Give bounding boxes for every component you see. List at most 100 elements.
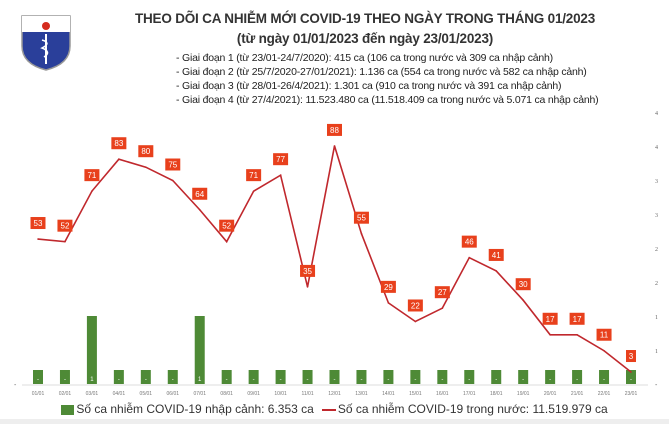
import-bar-label: -: [334, 377, 336, 383]
import-bar: [491, 370, 502, 384]
import-bar: [383, 370, 394, 384]
x-tick-label: 14/01: [382, 391, 395, 397]
domestic-cases-data-label: 41: [492, 251, 501, 260]
domestic-cases-data-label: 52: [222, 222, 231, 231]
import-bar-label: -: [549, 377, 551, 383]
legend-line-swatch: [321, 408, 336, 411]
import-bar-label: -: [280, 377, 282, 383]
domestic-cases-label-box: [434, 286, 450, 299]
domestic-cases-label-box: [488, 248, 504, 261]
import-bar-label: 1: [198, 377, 202, 383]
domestic-cases-label-box: [300, 264, 316, 277]
import-bar-label: -: [387, 377, 389, 383]
x-tick-label: 04/01: [113, 391, 126, 397]
right-axis-tick-label: 4: [655, 111, 658, 117]
import-bar: [140, 370, 151, 384]
x-tick-label: 19/01: [517, 391, 530, 397]
x-tick-label: 08/01: [220, 391, 233, 397]
right-axis-tick-label: 3: [655, 179, 658, 185]
domestic-cases-data-label: 27: [438, 288, 447, 297]
phase-4-text: - Giai đoạn 4 (từ 27/4/2021): 11.523.480…: [176, 94, 599, 106]
x-tick-label: 15/01: [409, 391, 422, 397]
phase-3-text: - Giai đoạn 3 (từ 28/01-26/4/2021): 1.30…: [176, 80, 562, 92]
domestic-cases-data-label: 83: [114, 139, 123, 148]
right-axis-tick-label: 4: [655, 145, 658, 151]
domestic-cases-point: [171, 179, 174, 182]
domestic-cases-point: [198, 208, 201, 211]
x-tick-label: 06/01: [167, 391, 180, 397]
domestic-cases-point: [414, 320, 417, 323]
x-tick-label: 07/01: [193, 391, 206, 397]
right-axis-tick-label: 2: [655, 247, 658, 253]
domestic-cases-point: [468, 256, 471, 259]
x-tick-label: 09/01: [247, 391, 260, 397]
domestic-cases-label-box: [246, 169, 262, 182]
import-bar: [410, 370, 421, 384]
import-bar-label: -: [145, 377, 147, 383]
domestic-cases-point: [441, 307, 444, 309]
import-bar-label: -: [118, 377, 120, 383]
x-tick-label: 17/01: [463, 391, 476, 397]
phase-1-text: - Giai đoạn 1 (từ 23/01-24/7/2020): 415 …: [176, 52, 553, 64]
import-bar-label: -: [603, 377, 605, 383]
import-bar: [167, 370, 178, 384]
import-bar: [113, 370, 124, 384]
domestic-cases-label-box: [626, 350, 636, 363]
domestic-cases-label-box: [138, 145, 154, 158]
domestic-cases-label-box: [219, 219, 235, 232]
right-axis-tick-label: 1: [655, 349, 658, 355]
domestic-cases-label-box: [192, 187, 208, 200]
import-bar-label: -: [253, 377, 255, 383]
domestic-cases-point: [37, 238, 39, 240]
domestic-cases-label-box: [461, 235, 477, 248]
import-bar: [86, 316, 97, 384]
domestic-cases-point: [118, 158, 120, 161]
domestic-cases-data-label: 71: [87, 171, 96, 180]
domestic-cases-point: [145, 166, 147, 168]
import-bar: [248, 370, 259, 384]
x-tick-label: 11/01: [301, 391, 313, 397]
domestic-cases-data-label: 35: [303, 267, 312, 276]
domestic-cases-data-label: 17: [546, 315, 555, 324]
domestic-cases-point: [333, 145, 336, 147]
right-axis-tick-label: 1: [655, 315, 658, 321]
domestic-cases-point: [64, 240, 66, 243]
x-tick-label: 02/01: [59, 391, 72, 397]
right-axis-tick-label: 3: [655, 213, 658, 219]
import-bar-label: -: [441, 377, 443, 383]
x-tick-label: 21/01: [571, 391, 584, 397]
domestic-cases-data-label: 3: [629, 352, 634, 361]
legend: Số ca nhiễm COVID-19 nhập cảnh: 6.353 ca…: [0, 402, 669, 416]
domestic-cases-point: [279, 174, 282, 176]
x-tick-label: 03/01: [86, 391, 99, 397]
import-bar: [599, 370, 610, 384]
domestic-cases-label-box: [327, 123, 342, 136]
import-bar-label: -: [172, 377, 174, 383]
phase-2-text: - Giai đoạn 2 (từ 25/7/2020-27/01/2021):…: [176, 66, 587, 78]
domestic-cases-label-box: [84, 169, 100, 182]
domestic-cases-label-box: [30, 217, 46, 230]
domestic-cases-data-label: 11: [600, 331, 609, 340]
domestic-cases-data-label: 53: [34, 219, 43, 228]
domestic-cases-line: [37, 145, 632, 373]
import-bar-label: -: [37, 377, 39, 383]
domestic-cases-data-label: 17: [573, 315, 582, 324]
import-bar: [194, 316, 205, 384]
x-tick-label: 13/01: [355, 391, 368, 397]
domestic-cases-data-label: 55: [357, 214, 366, 223]
domestic-cases-data-label: 88: [330, 126, 339, 135]
x-tick-label: 05/01: [140, 391, 153, 397]
domestic-cases-data-label: 64: [195, 190, 204, 199]
domestic-cases-data-label: 75: [168, 161, 177, 170]
right-axis-tick-label: 2: [655, 281, 658, 287]
legend-line-label: Số ca nhiễm COVID-19 trong nước: 11.519.…: [337, 402, 608, 416]
domestic-cases-point: [549, 333, 551, 336]
domestic-cases-point: [495, 270, 498, 272]
domestic-cases-point: [306, 286, 309, 288]
domestic-cases-label-box: [380, 280, 396, 293]
right-axis-zero-label: -: [655, 382, 658, 389]
import-bar-label: -: [468, 377, 470, 383]
import-bar-label: -: [307, 377, 309, 383]
import-bar: [437, 370, 448, 384]
domestic-cases-data-label: 77: [276, 155, 285, 164]
